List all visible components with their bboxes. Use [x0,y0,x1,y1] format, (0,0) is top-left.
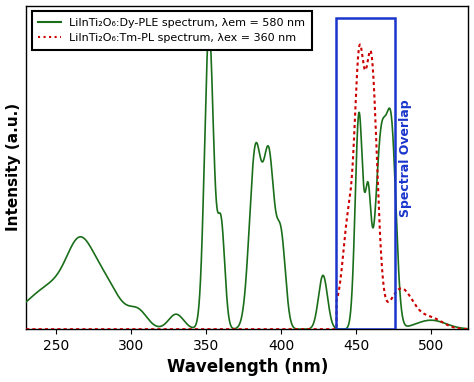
Y-axis label: Intensity (a.u.): Intensity (a.u.) [6,103,20,231]
Legend: LiInTi₂O₆:Dy-PLE spectrum, λem = 580 nm, LiInTi₂O₆:Tm-PL spectrum, λex = 360 nm: LiInTi₂O₆:Dy-PLE spectrum, λem = 580 nm,… [32,11,312,50]
X-axis label: Wavelength (nm): Wavelength (nm) [166,358,328,376]
Bar [337,18,395,329]
Text: Spectral Overlap: Spectral Overlap [400,100,412,217]
